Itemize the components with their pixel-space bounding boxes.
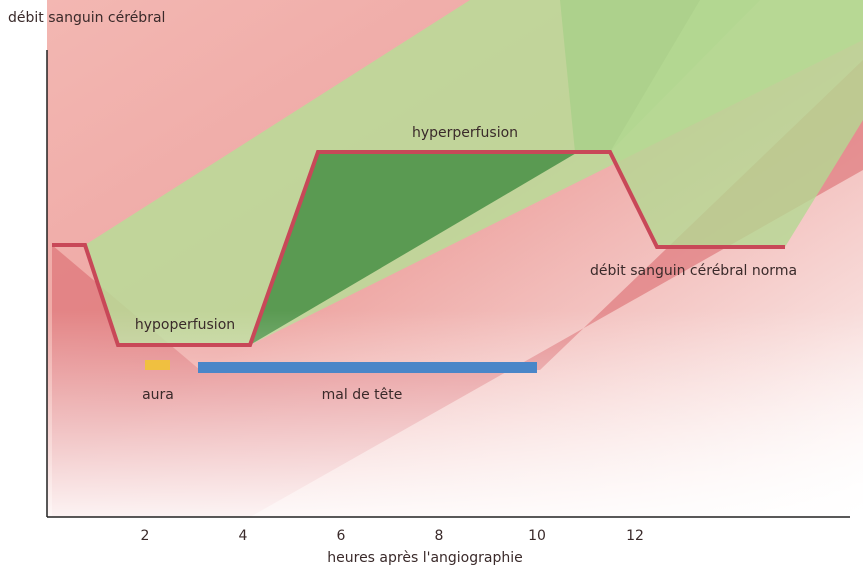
headache-label: mal de tête — [322, 387, 403, 403]
x-axis-title: heures après l'angiographie — [327, 550, 522, 566]
headache-bar — [198, 362, 537, 373]
flow-line — [52, 150, 785, 347]
x-tick-label: 6 — [337, 528, 346, 544]
x-tick-label: 4 — [239, 528, 248, 544]
hyperperfusion-label: hyperperfusion — [412, 125, 518, 141]
x-tick-label: 12 — [626, 528, 644, 544]
x-tick-label: 8 — [435, 528, 444, 544]
normal-label: débit sanguin cérébral norma — [590, 263, 797, 279]
aura-label: aura — [142, 387, 174, 403]
y-axis-title: débit sanguin cérébral — [8, 10, 165, 26]
x-tick-label: 2 — [141, 528, 150, 544]
hypoperfusion-label: hypoperfusion — [135, 317, 235, 333]
aura-bar — [145, 360, 170, 370]
x-tick-label: 10 — [528, 528, 546, 544]
